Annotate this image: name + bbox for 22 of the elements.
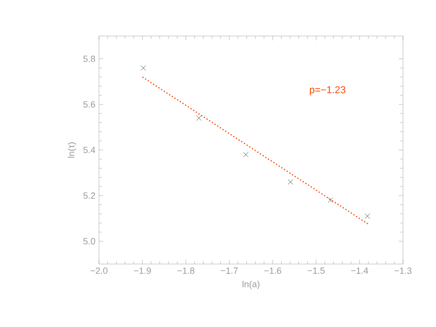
y-tick-label: 5.8	[83, 56, 96, 62]
x-tick-label: −1.5	[308, 268, 325, 274]
point	[140, 65, 146, 71]
point	[288, 179, 294, 185]
x-tick-label: −2.0	[90, 268, 108, 274]
point	[196, 115, 202, 121]
x-tick-label: −1.9	[134, 268, 151, 274]
y-tick-label: 5.2	[83, 192, 96, 199]
y-tick-label: 5.0	[83, 238, 96, 244]
y-tick-label: 5.6	[83, 101, 96, 108]
x-tick-label: −1.7	[220, 268, 238, 274]
y-tick-label: 5.4	[83, 146, 96, 154]
annotation: p=−1.23	[310, 86, 346, 96]
x-tick-label: −1.3	[394, 268, 412, 274]
y-axis-title: ln(τ)	[68, 142, 76, 158]
point	[364, 213, 370, 219]
point	[243, 152, 248, 158]
x-axis-title: ln(a)	[242, 280, 260, 290]
x-tick-label: −1.4	[351, 268, 368, 274]
point	[328, 197, 334, 203]
x-tick-label: −1.8	[177, 268, 194, 274]
x-tick-label: −1.6	[264, 268, 282, 274]
